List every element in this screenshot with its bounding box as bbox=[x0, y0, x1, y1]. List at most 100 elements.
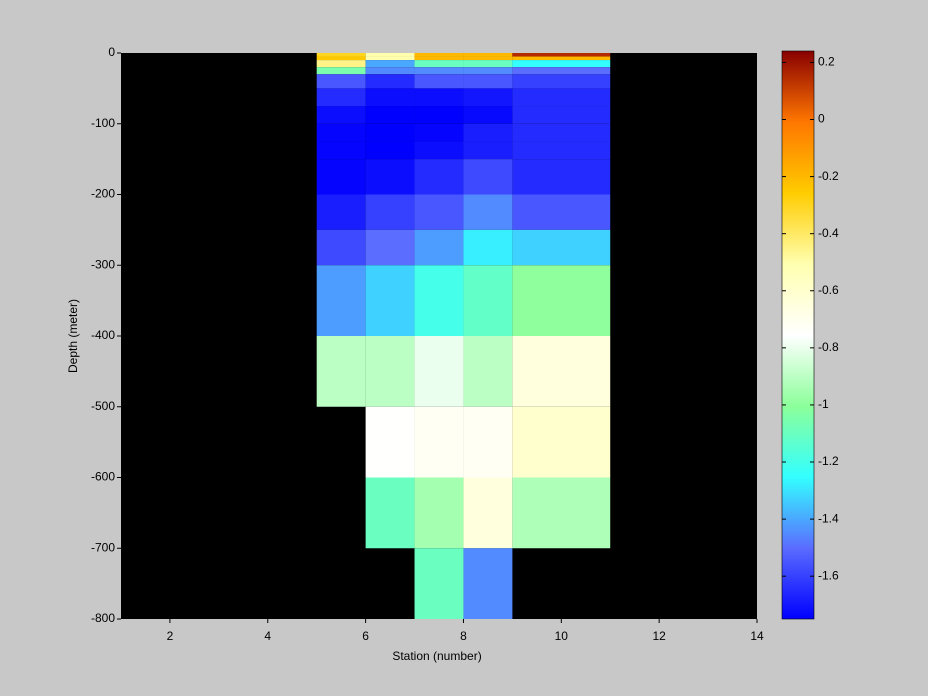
cells bbox=[316, 53, 611, 619]
cell bbox=[414, 159, 464, 195]
cell bbox=[512, 106, 611, 124]
cell bbox=[414, 88, 464, 107]
cell bbox=[316, 336, 366, 407]
cell bbox=[365, 229, 415, 266]
colorbar-tick-label: -0.4 bbox=[818, 226, 839, 240]
colorbar-tick-label: -0.2 bbox=[818, 169, 839, 183]
colorbar bbox=[781, 50, 815, 620]
colorbar-tick-label: 0 bbox=[818, 112, 825, 126]
cell bbox=[365, 74, 415, 89]
cell bbox=[414, 106, 464, 124]
y-tick-label: -700 bbox=[91, 540, 115, 554]
cell bbox=[512, 477, 611, 549]
cell bbox=[414, 56, 464, 61]
x-tick-label: 12 bbox=[652, 629, 666, 643]
y-tick-label: -300 bbox=[91, 257, 115, 271]
cell bbox=[512, 53, 611, 57]
y-tick-label: -400 bbox=[91, 328, 115, 342]
cell bbox=[316, 56, 366, 61]
cell bbox=[414, 477, 464, 549]
cell bbox=[316, 141, 366, 160]
cell bbox=[316, 123, 366, 142]
x-axis-label: Station (number) bbox=[392, 649, 481, 663]
y-tick-label: -600 bbox=[91, 470, 115, 484]
cell bbox=[316, 265, 366, 336]
y-tick-label: -100 bbox=[91, 116, 115, 130]
y-tick-label: -800 bbox=[91, 611, 115, 625]
cell bbox=[463, 53, 513, 57]
cell bbox=[414, 60, 464, 68]
cell bbox=[414, 123, 464, 142]
cell bbox=[463, 67, 513, 75]
cell bbox=[365, 56, 415, 61]
cell bbox=[316, 229, 366, 266]
cell bbox=[316, 88, 366, 107]
cell bbox=[512, 159, 611, 195]
cell bbox=[365, 194, 415, 230]
cell bbox=[512, 141, 611, 160]
cell bbox=[463, 229, 513, 266]
cell bbox=[414, 53, 464, 57]
colorbar-tick-label: -1.4 bbox=[818, 511, 839, 525]
y-tick-label: 0 bbox=[108, 45, 115, 59]
x-tick-label: 2 bbox=[167, 629, 174, 643]
cell bbox=[512, 88, 611, 107]
cell bbox=[512, 56, 611, 61]
cell bbox=[316, 106, 366, 124]
cell bbox=[463, 265, 513, 336]
cell bbox=[414, 194, 464, 230]
colorbar-tick-label: -1 bbox=[818, 397, 829, 411]
cell bbox=[365, 67, 415, 75]
cell bbox=[365, 60, 415, 68]
cell bbox=[463, 56, 513, 61]
cell bbox=[316, 60, 366, 68]
cell bbox=[463, 159, 513, 195]
colorbar-tick-label: -0.6 bbox=[818, 283, 839, 297]
colorbar-tick-label: -1.2 bbox=[818, 454, 839, 468]
cell bbox=[512, 74, 611, 89]
cell bbox=[365, 88, 415, 107]
cell bbox=[365, 265, 415, 336]
cell bbox=[365, 477, 415, 549]
cell bbox=[512, 194, 611, 230]
cell bbox=[365, 406, 415, 478]
cell bbox=[414, 74, 464, 89]
cell bbox=[365, 141, 415, 160]
cell bbox=[512, 67, 611, 75]
x-tick-label: 10 bbox=[555, 629, 569, 643]
cell bbox=[414, 265, 464, 336]
x-tick-label: 6 bbox=[362, 629, 369, 643]
cell bbox=[463, 141, 513, 160]
cell bbox=[414, 67, 464, 75]
colorbar-tick-label: -1.6 bbox=[818, 568, 839, 582]
cell bbox=[463, 60, 513, 68]
cell bbox=[463, 123, 513, 142]
cell bbox=[316, 194, 366, 230]
cell bbox=[414, 229, 464, 266]
cell bbox=[463, 477, 513, 549]
cell bbox=[414, 336, 464, 407]
cell bbox=[414, 548, 464, 619]
cell bbox=[463, 336, 513, 407]
cell bbox=[365, 336, 415, 407]
cell bbox=[512, 406, 611, 478]
y-axis-label: Depth (meter) bbox=[66, 299, 80, 373]
cell bbox=[414, 406, 464, 478]
cell bbox=[365, 106, 415, 124]
cell bbox=[365, 123, 415, 142]
cell bbox=[316, 67, 366, 75]
x-tick-label: 14 bbox=[750, 629, 764, 643]
cell bbox=[512, 336, 611, 407]
cell bbox=[316, 159, 366, 195]
cell bbox=[463, 194, 513, 230]
x-tick-label: 4 bbox=[264, 629, 271, 643]
x-tick-label: 8 bbox=[460, 629, 467, 643]
cell bbox=[463, 548, 513, 619]
cell bbox=[463, 74, 513, 89]
cell bbox=[365, 53, 415, 57]
cell bbox=[463, 106, 513, 124]
cell bbox=[512, 60, 611, 68]
cell bbox=[414, 141, 464, 160]
colorbar-tick-label: -0.8 bbox=[818, 340, 839, 354]
cell bbox=[365, 159, 415, 195]
